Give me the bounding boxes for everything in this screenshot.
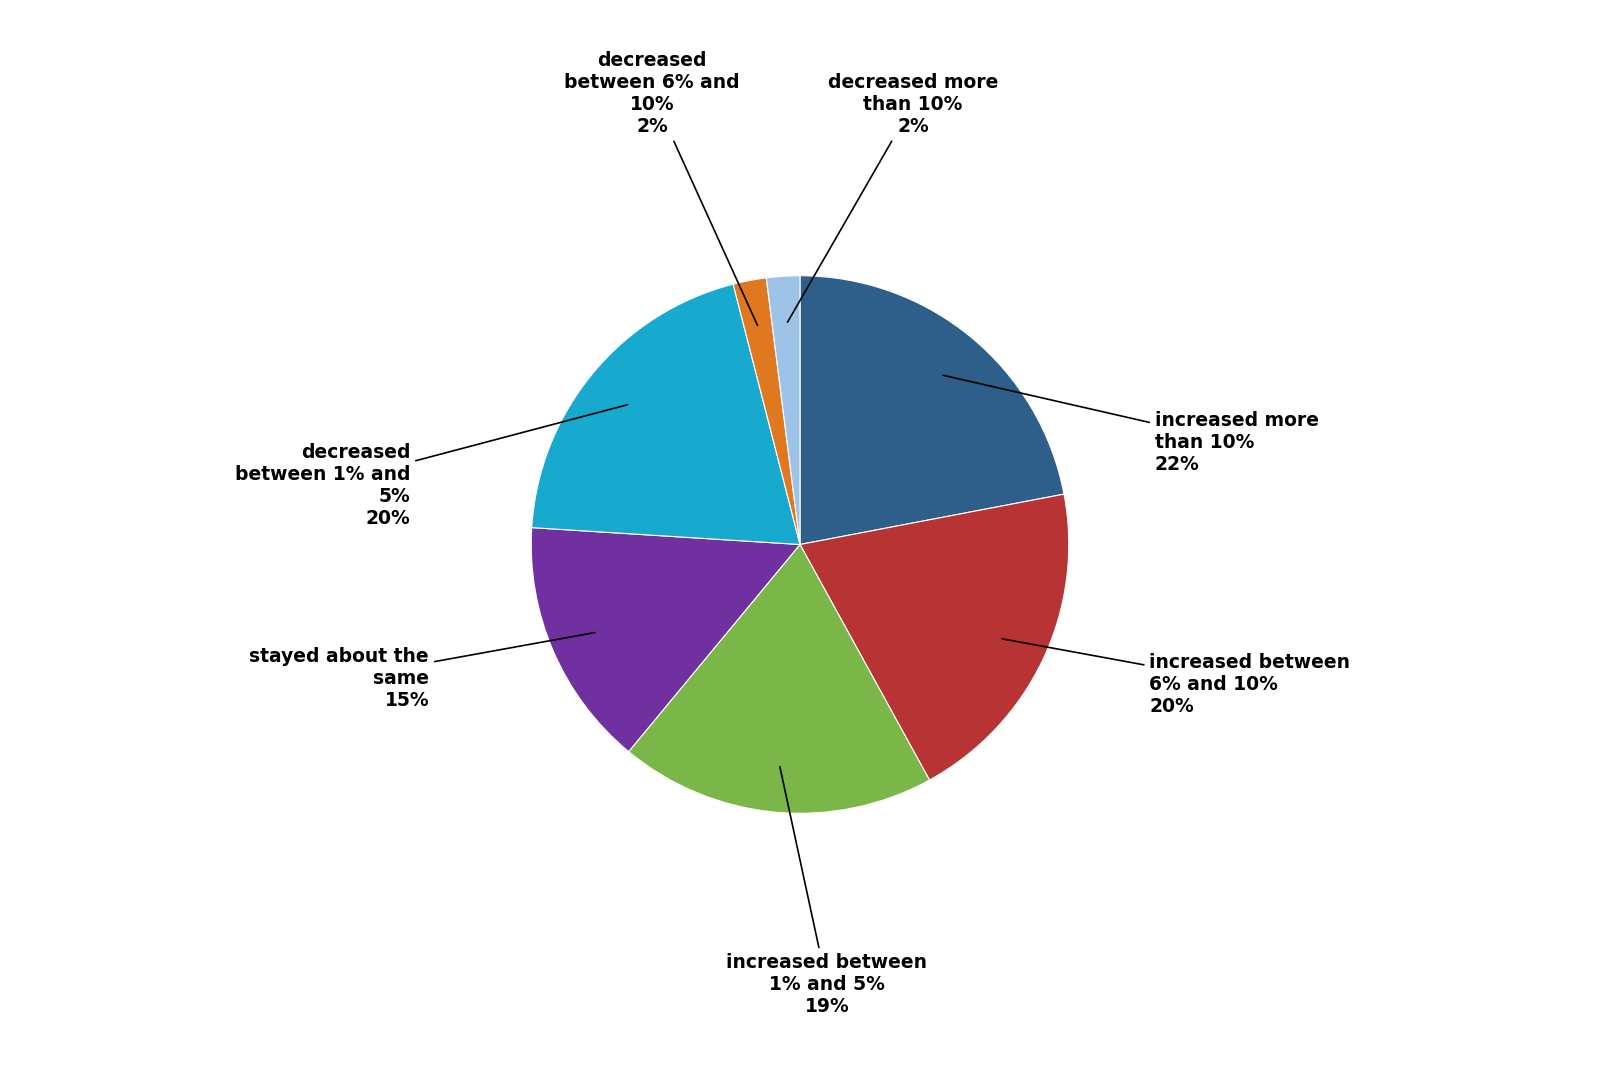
Wedge shape bbox=[629, 544, 930, 813]
Text: decreased
between 6% and
10%
2%: decreased between 6% and 10% 2% bbox=[565, 51, 757, 326]
Wedge shape bbox=[800, 276, 1064, 544]
Text: increased between
1% and 5%
19%: increased between 1% and 5% 19% bbox=[726, 767, 928, 1016]
Wedge shape bbox=[531, 528, 800, 751]
Wedge shape bbox=[531, 284, 800, 544]
Wedge shape bbox=[800, 494, 1069, 780]
Text: stayed about the
same
15%: stayed about the same 15% bbox=[250, 633, 595, 710]
Text: increased more
than 10%
22%: increased more than 10% 22% bbox=[942, 376, 1318, 474]
Wedge shape bbox=[766, 276, 800, 544]
Wedge shape bbox=[733, 278, 800, 544]
Text: increased between
6% and 10%
20%: increased between 6% and 10% 20% bbox=[1002, 639, 1350, 715]
Text: decreased
between 1% and
5%
20%: decreased between 1% and 5% 20% bbox=[235, 405, 627, 528]
Text: decreased more
than 10%
2%: decreased more than 10% 2% bbox=[787, 73, 998, 322]
